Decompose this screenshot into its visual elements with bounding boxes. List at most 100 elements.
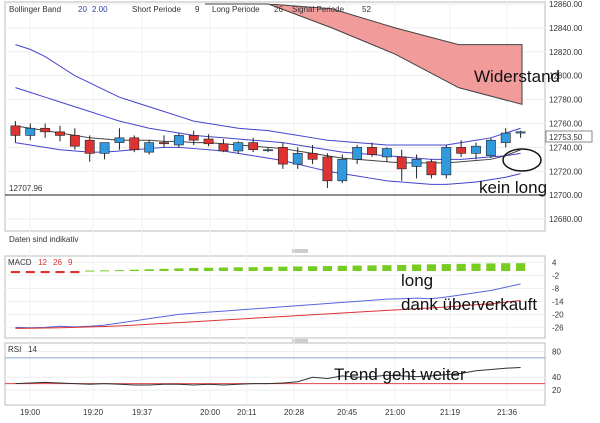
- candle-body-30: [456, 147, 467, 154]
- candle-body-28: [426, 161, 437, 176]
- candle-body-1: [25, 127, 36, 136]
- rsi-tick-2: 20: [552, 386, 561, 395]
- candle-body-0: [10, 125, 21, 136]
- time-tick-7: 21:00: [385, 408, 406, 417]
- candle-body-3: [55, 131, 65, 136]
- price-tick-9: 12680.00: [549, 215, 583, 224]
- resistance-cloud: [205, 3, 523, 106]
- panel-splitter-1[interactable]: [292, 249, 308, 253]
- macd-label: MACD: [8, 258, 32, 267]
- header-short-label: Short Periode: [132, 5, 181, 14]
- time-tick-0: 19:00: [20, 408, 41, 417]
- macd-hist-bar-27: [411, 264, 422, 271]
- price-axis: 12860.00 12840.00 12820.00 12800.00 12780.00…: [549, 0, 583, 224]
- header-long-value: 26: [274, 5, 283, 14]
- candle-body-29: [441, 147, 452, 176]
- current-price-tag: [545, 130, 593, 143]
- time-tick-3: 20:00: [200, 408, 221, 417]
- candle-body-4: [69, 135, 80, 147]
- macd-param-3: 9: [68, 258, 73, 267]
- candle-body-34: [515, 131, 526, 134]
- candle-body-33: [500, 132, 511, 143]
- rsi-series: 80 40 20: [5, 347, 561, 395]
- candle-body-19: [292, 153, 303, 165]
- macd-hist-bar-34: [515, 263, 526, 271]
- candle-body-6: [99, 142, 110, 154]
- header-indicator: Bollinger Band: [9, 5, 61, 14]
- macd-hist-bar-11: [174, 268, 184, 271]
- price-tick-2: 12820.00: [549, 48, 583, 57]
- macd-tick-4: -20: [552, 310, 564, 319]
- bollinger-mid-line: [15, 87, 521, 160]
- header-bb-dev: 2.00: [92, 5, 108, 14]
- panel-splitter-2[interactable]: [292, 339, 308, 343]
- candle-body-15: [233, 142, 244, 152]
- macd-series: 4 -2 -8 -14 -20 -26: [10, 258, 564, 332]
- macd-hist-bar-12: [189, 267, 199, 271]
- rsi-label: RSI: [8, 345, 21, 354]
- macd-panel: [4, 255, 546, 339]
- candle-body-5: [84, 139, 95, 154]
- macd-tick-1: -2: [552, 271, 560, 280]
- price-tick-3: 12800.00: [549, 72, 583, 81]
- bollinger-lower-line: [15, 142, 521, 185]
- macd-tick-2: -8: [552, 284, 560, 293]
- time-tick-2: 19:37: [132, 408, 153, 417]
- candle-body-24: [367, 147, 377, 155]
- candle-body-20: [307, 153, 318, 160]
- macd-param-1: 12: [38, 258, 47, 267]
- candle-body-13: [203, 138, 214, 145]
- candle-body-11: [173, 135, 184, 146]
- candle-body-32: [485, 139, 496, 157]
- header-signal-label: Signal Periode: [292, 5, 345, 14]
- macd-tick-0: 4: [552, 258, 557, 267]
- candle-body-14: [218, 143, 229, 152]
- candle-body-27: [411, 159, 422, 167]
- candle-body-9: [144, 142, 155, 153]
- price-tick-0: 12860.00: [549, 0, 583, 9]
- macd-hist-bar-5: [85, 270, 95, 272]
- macd-hist-bar-23: [352, 265, 362, 271]
- candle-body-22: [337, 159, 348, 182]
- rsi-param: 14: [28, 345, 37, 354]
- macd-hist-bar-32: [486, 263, 496, 271]
- price-tick-1: 12840.00: [549, 24, 583, 33]
- candle-body-2: [40, 127, 51, 133]
- macd-hist-bar-10: [159, 268, 169, 271]
- macd-hist-bar-4: [70, 271, 80, 274]
- macd-hist-bar-14: [218, 267, 229, 271]
- header-bb-period: 20: [78, 5, 87, 14]
- annotation-trend: Trend geht weiter: [334, 365, 466, 384]
- header-signal-value: 52: [362, 5, 371, 14]
- macd-tick-5: -26: [552, 323, 564, 332]
- macd-hist-bar-13: [203, 267, 214, 271]
- indicative-note: Daten sind indikativ: [9, 235, 78, 244]
- candle-body-26: [396, 156, 407, 170]
- candle-body-12: [188, 135, 199, 141]
- candle-body-18: [277, 147, 288, 165]
- time-tick-1: 19:20: [83, 408, 104, 417]
- price-tick-8: 12700.00: [549, 191, 583, 200]
- candle-body-10: [159, 142, 169, 145]
- macd-hist-bar-9: [144, 269, 154, 271]
- candle-body-8: [129, 137, 140, 151]
- time-tick-6: 20:45: [337, 408, 358, 417]
- time-tick-4: 20:11: [237, 408, 257, 417]
- resistance-area: [205, 3, 523, 106]
- macd-tick-3: -14: [552, 297, 564, 306]
- macd-hist-bar-20: [307, 266, 318, 271]
- annotation-long: long: [401, 271, 433, 290]
- macd-hist-bar-15: [233, 267, 243, 271]
- candle-body-21: [322, 156, 333, 182]
- rsi-line: [15, 367, 521, 386]
- macd-hist-bar-21: [322, 266, 333, 271]
- macd-hist-bar-19: [293, 266, 303, 271]
- price-panel: [4, 1, 546, 232]
- macd-hist-bar-16: [248, 267, 258, 271]
- candle-body-17: [263, 149, 273, 152]
- macd-hist-bar-17: [263, 266, 273, 271]
- price-tick-5: 12760.00: [549, 119, 583, 128]
- macd-hist-bar-3: [55, 271, 65, 274]
- time-tick-5: 20:28: [284, 408, 305, 417]
- macd-hist-bar-25: [382, 265, 392, 271]
